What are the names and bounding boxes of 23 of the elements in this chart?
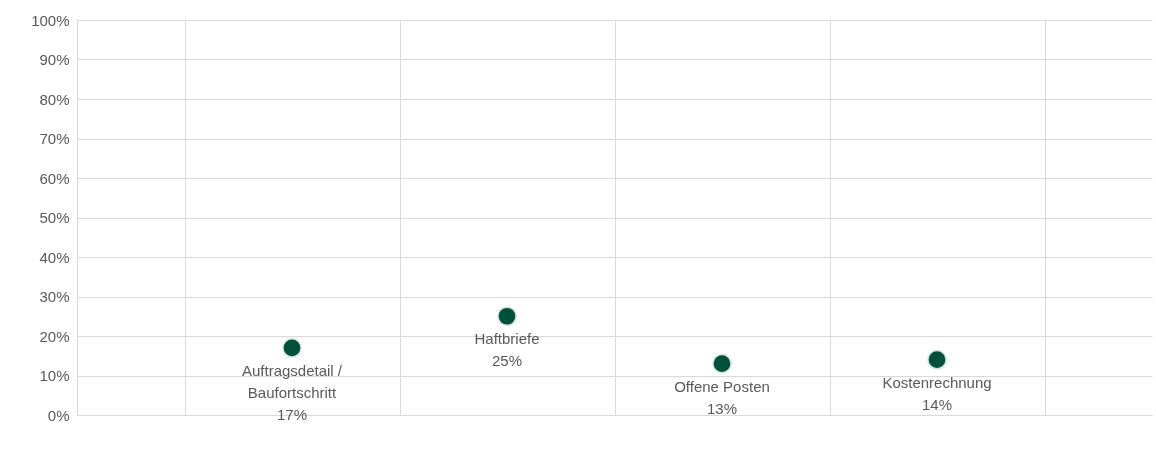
- y-tick-label: 0%: [47, 406, 70, 424]
- annotation: Offene Posten: [674, 377, 770, 395]
- y-tick-label: 10%: [39, 367, 70, 384]
- text: 13%: [706, 399, 738, 417]
- annotation: Haftbriefe: [474, 330, 540, 348]
- y-tick-label: 60%: [39, 169, 70, 187]
- y-tick-label: 90%: [39, 51, 70, 68]
- point: [282, 338, 302, 358]
- text: 14%: [921, 395, 953, 413]
- y-tick-label: 50%: [39, 209, 70, 226]
- annotation: Auftragsdetail / Baufortschritt: [241, 361, 343, 401]
- y-tick-label: 80%: [39, 90, 70, 108]
- y-tick-label: 30%: [39, 288, 70, 305]
- annotation: Kostenrechnung: [882, 373, 992, 391]
- y-tick-label: 40%: [39, 248, 70, 266]
- text: 17%: [276, 405, 308, 423]
- y-tick-label: 100%: [31, 11, 70, 29]
- text: 25%: [491, 352, 523, 370]
- point: [497, 306, 517, 327]
- point: [712, 353, 732, 374]
- y-tick-label: 70%: [39, 130, 70, 147]
- y-tick-label: 20%: [39, 327, 70, 345]
- point: [927, 349, 947, 370]
